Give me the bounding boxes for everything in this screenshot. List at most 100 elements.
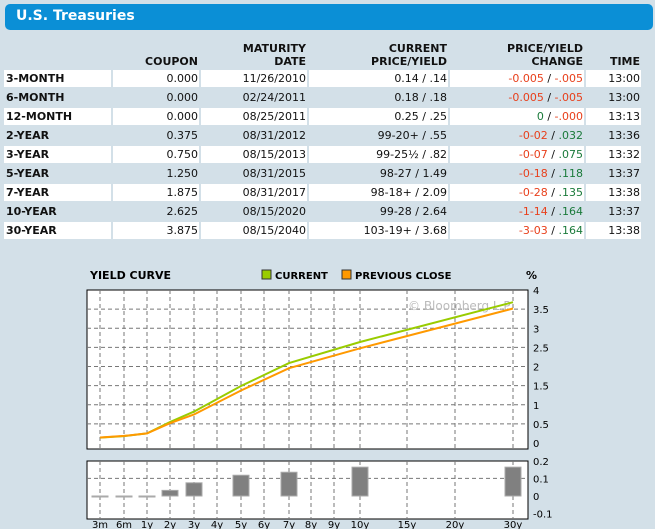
- time: 13:37: [586, 165, 641, 182]
- change: -0-18 / .118: [450, 165, 584, 182]
- y-tick-label: 2.5: [533, 343, 549, 354]
- table-row: 3-MONTH 0.000 11/26/2010 0.14 / .14 -0.0…: [4, 70, 641, 87]
- change-bar: [91, 495, 109, 498]
- change: -0-28 / .135: [450, 184, 584, 201]
- maturity: 08/15/2020: [201, 203, 307, 220]
- time: 13:13: [586, 108, 641, 125]
- yield-change: .075: [558, 148, 584, 161]
- table-row: 12-MONTH 0.000 08/25/2011 0.25 / .25 0 /…: [4, 108, 641, 125]
- x-tick-label: 10y: [351, 520, 370, 529]
- x-tick-label: 9y: [328, 520, 340, 529]
- price-change: -0.005: [508, 72, 544, 85]
- change-bar: [185, 482, 203, 497]
- change-bar: [232, 474, 250, 497]
- change: -0.005 / -.005: [450, 70, 584, 87]
- bond-name[interactable]: 12-MONTH: [4, 108, 111, 125]
- col-coupon: COUPON: [145, 55, 198, 68]
- price-yield: 99-28 / 2.64: [309, 203, 448, 220]
- price-change: -0-18: [518, 167, 548, 180]
- y-tick-label: 3.5: [533, 305, 549, 316]
- table-row: 5-YEAR 1.250 08/31/2015 98-27 / 1.49 -0-…: [4, 165, 641, 182]
- y-tick-label: 0: [533, 439, 539, 450]
- y-tick-label: 1.5: [533, 382, 549, 393]
- change: -0-07 / .075: [450, 146, 584, 163]
- yield-change: -.005: [554, 72, 583, 85]
- bond-name[interactable]: 30-YEAR: [4, 222, 111, 239]
- price-change: -0-02: [518, 129, 548, 142]
- yield-change: .032: [558, 129, 584, 142]
- table-row: 2-YEAR 0.375 08/31/2012 99-20+ / .55 -0-…: [4, 127, 641, 144]
- x-tick-label: 3m: [92, 520, 108, 529]
- x-tick-label: 6m: [116, 520, 132, 529]
- x-tick-label: 15y: [398, 520, 417, 529]
- x-tick-label: 7y: [283, 520, 295, 529]
- col-maturity: MATURITY DATE: [242, 42, 306, 68]
- coupon: 0.000: [113, 108, 199, 125]
- time: 13:36: [586, 127, 641, 144]
- time: 13:38: [586, 184, 641, 201]
- bond-name[interactable]: 6-MONTH: [4, 89, 111, 106]
- maturity: 02/24/2011: [201, 89, 307, 106]
- change: -0.005 / -.005: [450, 89, 584, 106]
- change-y-tick-label: 0: [533, 492, 539, 503]
- maturity: 08/31/2017: [201, 184, 307, 201]
- maturity: 08/31/2012: [201, 127, 307, 144]
- time: 13:32: [586, 146, 641, 163]
- bond-name[interactable]: 2-YEAR: [4, 127, 111, 144]
- price-change: -0-28: [518, 186, 548, 199]
- yield-change: -.000: [554, 110, 583, 123]
- change-y-tick-label: 0.2: [533, 457, 549, 468]
- bond-name[interactable]: 3-YEAR: [4, 146, 111, 163]
- coupon: 1.250: [113, 165, 199, 182]
- maturity: 08/25/2011: [201, 108, 307, 125]
- change: -3-03 / .164: [450, 222, 584, 239]
- price-yield: 99-25½ / .82: [309, 146, 448, 163]
- y-tick-label: 1: [533, 401, 539, 412]
- change-y-tick-label: 0.1: [533, 474, 549, 485]
- legend-previous-swatch: [341, 269, 352, 280]
- treasuries-table: COUPON MATURITY DATE CURRENT PRICE/YIELD P…: [2, 38, 643, 241]
- col-time: TIME: [609, 55, 640, 68]
- x-tick-label: 2y: [164, 520, 176, 529]
- y-tick-label: 4: [533, 286, 539, 297]
- y-tick-label: 3: [533, 324, 539, 335]
- x-tick-label: 8y: [305, 520, 317, 529]
- previous-close-line: [99, 307, 514, 439]
- change-plot-area: [86, 460, 529, 520]
- maturity: 08/15/2040: [201, 222, 307, 239]
- table-row: 7-YEAR 1.875 08/31/2017 98-18+ / 2.09 -0…: [4, 184, 641, 201]
- change: -1-14 / .164: [450, 203, 584, 220]
- bond-name[interactable]: 3-MONTH: [4, 70, 111, 87]
- price-yield: 98-18+ / 2.09: [309, 184, 448, 201]
- time: 13:37: [586, 203, 641, 220]
- price-change: -1-14: [518, 205, 548, 218]
- x-tick-label: 5y: [235, 520, 247, 529]
- bond-name[interactable]: 5-YEAR: [4, 165, 111, 182]
- bond-name[interactable]: 10-YEAR: [4, 203, 111, 220]
- price-yield: 0.25 / .25: [309, 108, 448, 125]
- price-change: 0: [536, 110, 544, 123]
- x-tick-label: 20y: [446, 520, 465, 529]
- coupon: 0.375: [113, 127, 199, 144]
- price-yield: 98-27 / 1.49: [309, 165, 448, 182]
- table-row: 3-YEAR 0.750 08/15/2013 99-25½ / .82 -0-…: [4, 146, 641, 163]
- x-tick-label: 1y: [141, 520, 153, 529]
- time: 13:00: [586, 89, 641, 106]
- x-tick-label: 6y: [258, 520, 270, 529]
- price-change: -0-07: [518, 148, 548, 161]
- time: 13:38: [586, 222, 641, 239]
- bond-name[interactable]: 7-YEAR: [4, 184, 111, 201]
- price-yield: 0.14 / .14: [309, 70, 448, 87]
- coupon: 3.875: [113, 222, 199, 239]
- change-bar: [138, 495, 156, 498]
- coupon: 0.000: [113, 89, 199, 106]
- price-yield: 0.18 / .18: [309, 89, 448, 106]
- yield-change: -.005: [554, 91, 583, 104]
- unit-label: %: [526, 269, 537, 282]
- title-bar: U.S. Treasuries: [5, 4, 653, 30]
- legend-current-swatch: [261, 269, 272, 280]
- table-header: COUPON MATURITY DATE CURRENT PRICE/YIELD P…: [4, 40, 641, 68]
- legend-current: CURRENT: [275, 271, 328, 282]
- price-change: -0.005: [508, 91, 544, 104]
